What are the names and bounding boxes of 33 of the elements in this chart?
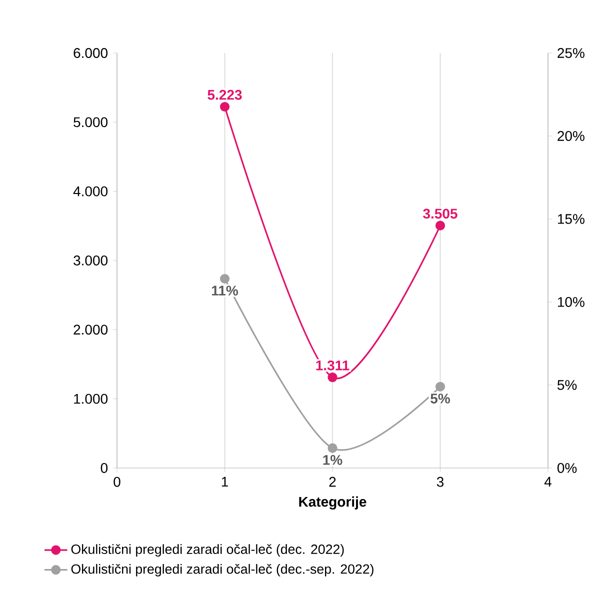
data-label: 5%: [430, 394, 450, 404]
y-tick-label: 4.000: [73, 186, 108, 196]
y-tick-label: 5.000: [74, 117, 108, 128]
data-label: 5.223: [208, 90, 242, 100]
data-label: 1.311: [316, 360, 350, 370]
point: [328, 372, 338, 382]
data-label: 11%: [212, 286, 238, 296]
y2-tick-label: 5%: [557, 380, 577, 390]
y-tick-label: 2.000: [74, 324, 108, 335]
y2-tick-label: 10%: [558, 297, 584, 307]
point: [220, 274, 230, 284]
data-label: 1%: [323, 455, 342, 465]
y2-tick-label: 0%: [557, 463, 577, 473]
legend-label: Okulistični pregledi zaradi očal-leč (dec.-sep. 2022): [71, 564, 374, 576]
point: [435, 382, 446, 392]
x-axis-title: Kategorije: [299, 496, 366, 510]
y-tick-label: 0: [100, 463, 108, 473]
x-tick-label: 4: [544, 476, 552, 487]
y2-tick-label: 15%: [558, 214, 584, 224]
x-tick-label: 0: [114, 476, 120, 487]
y2-tick-label: 25%: [558, 48, 584, 58]
x-tick-label: 2: [329, 476, 336, 487]
point: [220, 102, 230, 112]
data-label: 3.505: [423, 208, 458, 219]
x-tick-label: 3: [436, 476, 444, 487]
y-tick-label: 6.000: [74, 48, 108, 58]
legend-label: Okulistični pregledi zaradi očal-leč (dec. 2022): [71, 544, 344, 557]
point: [328, 443, 338, 453]
y-tick-label: 1.000: [74, 394, 108, 404]
point: [435, 220, 446, 230]
x-tick-label: 1: [222, 476, 228, 487]
y-tick-label: 3.000: [74, 256, 108, 266]
y2-tick-label: 20%: [558, 131, 584, 141]
